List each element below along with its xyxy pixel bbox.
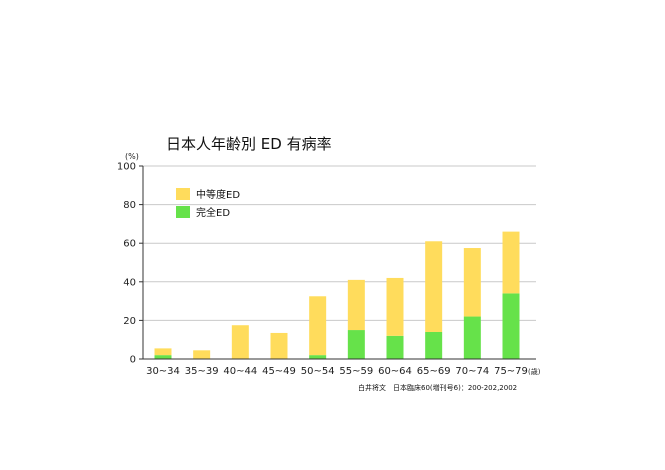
legend: 中等度ED 完全ED	[176, 188, 240, 219]
source-note: 白井将文 日本臨床60(増刊号6)：200-202,2002	[358, 383, 517, 392]
bar-complete-ed	[463, 316, 481, 359]
bar-moderate-ed	[193, 350, 211, 359]
legend-swatch-moderate-ed	[176, 188, 190, 200]
bar-complete-ed	[347, 330, 365, 359]
bar-complete-ed	[154, 355, 172, 359]
bar-complete-ed	[425, 331, 443, 359]
x-axis-ticks: 30~34 35~39 40~44 45~49 50~54 55~59 60~64 65~69…	[146, 366, 528, 377]
x-tick-label: 70~74	[455, 366, 489, 377]
y-axis-unit: (%)	[125, 152, 139, 161]
x-axis-unit: (歳)	[528, 367, 541, 376]
x-tick-label: 35~39	[185, 366, 219, 377]
bar-moderate-ed	[347, 279, 365, 331]
x-tick-label: 50~54	[301, 366, 335, 377]
y-axis-ticks: 0 20 40 60 80 100	[117, 162, 143, 366]
x-tick-label: 55~59	[339, 366, 373, 377]
y-tick-label: 0	[130, 355, 136, 366]
legend-label-complete-ed: 完全ED	[196, 206, 230, 219]
bar-complete-ed	[502, 293, 520, 359]
bar-moderate-ed	[270, 332, 288, 359]
bar-moderate-ed	[463, 248, 481, 317]
chart-title: 日本人年齢別 ED 有病率	[166, 135, 332, 153]
x-tick-label: 45~49	[262, 366, 296, 377]
bars-layer	[154, 231, 520, 359]
bar-complete-ed	[309, 355, 327, 359]
bar-moderate-ed	[309, 296, 327, 356]
x-tick-label: 40~44	[223, 366, 257, 377]
bar-moderate-ed	[231, 325, 249, 359]
bar-complete-ed	[386, 335, 404, 359]
legend-swatch-complete-ed	[176, 206, 190, 218]
x-tick-label: 75~79	[494, 366, 528, 377]
bar-moderate-ed	[386, 277, 404, 336]
legend-label-moderate-ed: 中等度ED	[196, 188, 240, 201]
y-tick-label: 80	[123, 200, 136, 211]
x-tick-label: 30~34	[146, 366, 180, 377]
y-tick-label: 20	[123, 316, 136, 327]
bar-moderate-ed	[154, 348, 172, 356]
bar-moderate-ed	[425, 241, 443, 332]
y-tick-label: 60	[123, 239, 136, 250]
y-tick-label: 100	[117, 162, 136, 173]
y-tick-label: 40	[123, 277, 136, 288]
bar-moderate-ed	[502, 231, 520, 294]
x-tick-label: 65~69	[417, 366, 451, 377]
x-tick-label: 60~64	[378, 366, 412, 377]
